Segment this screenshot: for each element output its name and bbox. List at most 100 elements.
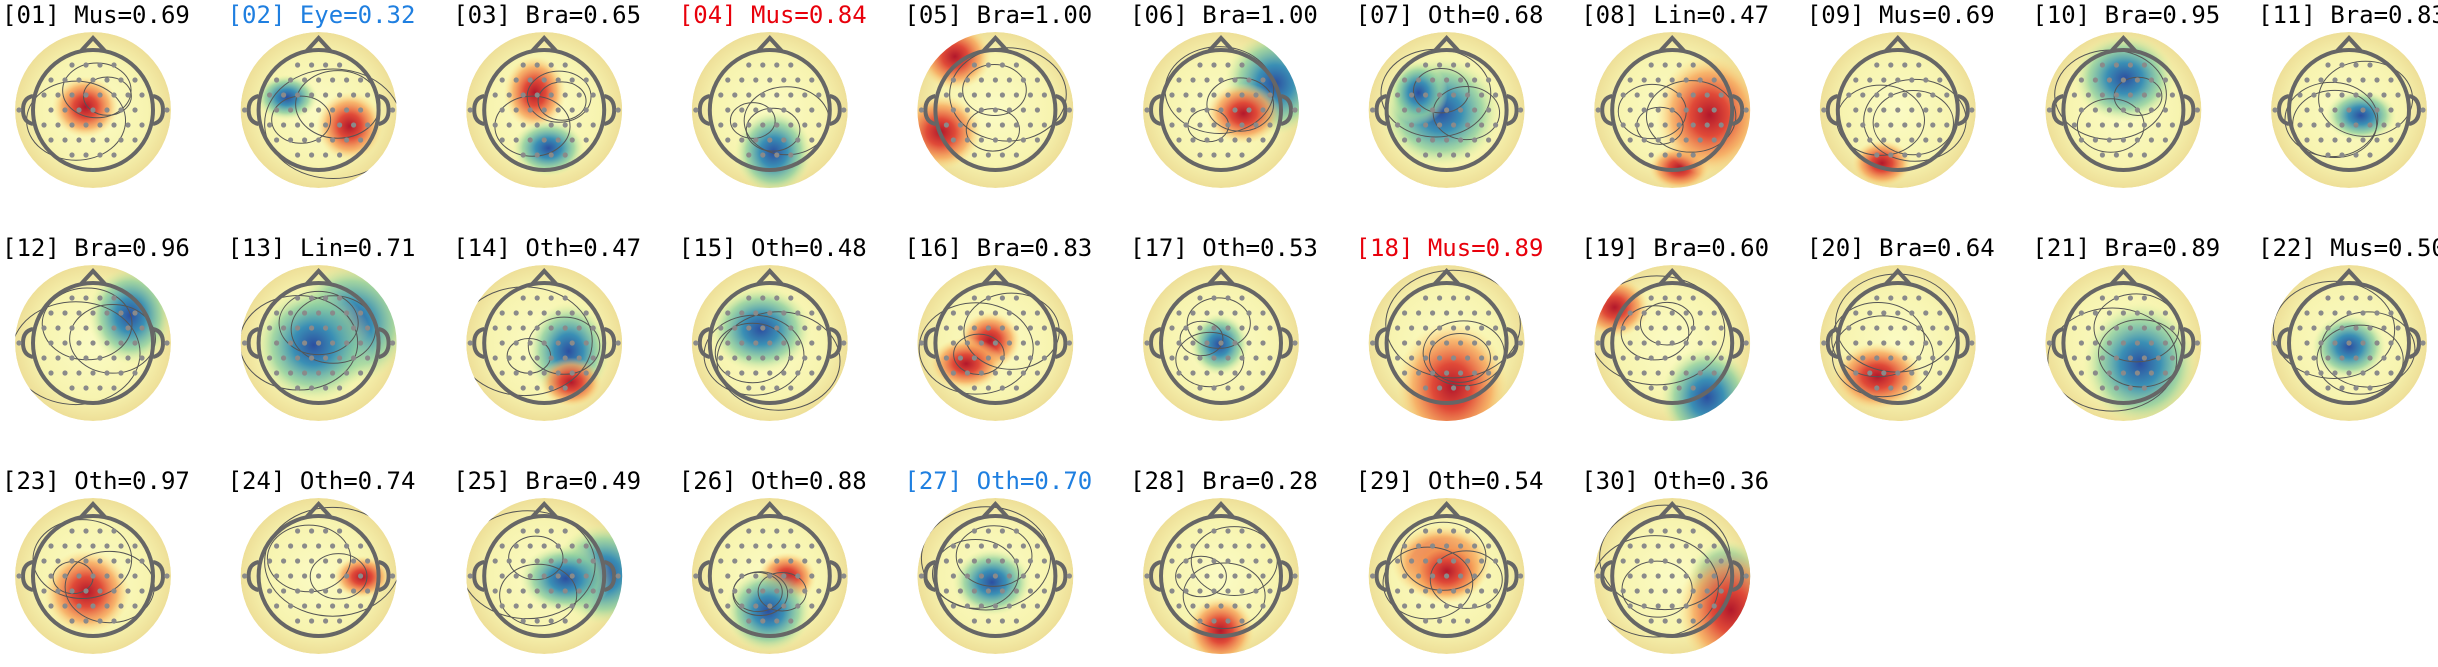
electrode [1676, 588, 1682, 594]
electrode [1239, 385, 1245, 391]
electrode [2099, 385, 2105, 391]
electrode [62, 573, 68, 579]
electrode [55, 558, 61, 564]
electrode [2381, 122, 2387, 128]
contour [920, 506, 1051, 611]
contour [537, 81, 587, 121]
electrode [520, 588, 526, 594]
electrode [242, 340, 248, 346]
contour [278, 290, 359, 356]
electrode [1034, 573, 1040, 579]
ear-right [1731, 94, 1745, 126]
electrode [1260, 77, 1266, 83]
electrode [467, 340, 473, 346]
electrode [746, 355, 752, 361]
electrode [767, 77, 773, 83]
electrode [69, 618, 75, 624]
electrode [323, 62, 329, 68]
electrode [1458, 573, 1464, 579]
electrode [1874, 385, 1880, 391]
electrode [1472, 310, 1478, 316]
map-blob [51, 76, 120, 138]
electrode [992, 603, 999, 609]
electrode [964, 137, 971, 143]
electrode [2078, 340, 2084, 346]
electrode [83, 558, 89, 564]
electrode [1676, 385, 1682, 391]
electrode [1620, 122, 1626, 128]
electrode [1493, 92, 1499, 98]
electrode [1902, 385, 1908, 391]
electrode [2325, 122, 2331, 128]
contour [918, 302, 1034, 395]
electrode [1846, 122, 1852, 128]
ear-left [1374, 94, 1388, 126]
electrode [957, 355, 964, 361]
electrode [513, 573, 519, 579]
electrode [1402, 137, 1408, 143]
contour [264, 68, 397, 180]
electrode [2318, 137, 2324, 143]
electrode [132, 370, 138, 376]
head-outline [2061, 48, 2186, 172]
electrode [302, 310, 308, 316]
electrode [1370, 573, 1376, 579]
electrode [732, 122, 738, 128]
ear-left [697, 560, 711, 592]
electrode [1013, 385, 1020, 391]
electrode [1225, 528, 1231, 534]
electrode [1169, 558, 1175, 564]
electrode [1895, 137, 1901, 143]
electrode [562, 325, 568, 331]
electrode [2120, 107, 2126, 113]
electrode [957, 92, 964, 98]
electrode [1225, 558, 1231, 564]
electrode [2374, 77, 2380, 83]
electrode [739, 573, 745, 579]
electrode [781, 340, 787, 346]
electrode [1923, 310, 1929, 316]
electrode [323, 295, 329, 301]
electrode [2339, 355, 2345, 361]
ear-right [1506, 327, 1519, 359]
electrode [964, 573, 971, 579]
electrode [562, 558, 568, 564]
electrode [1669, 603, 1675, 609]
electrode [1416, 370, 1422, 376]
electrode [1197, 588, 1203, 594]
electrode [1895, 107, 1901, 113]
electrode [288, 370, 294, 376]
electrode [971, 355, 978, 361]
electrode [1937, 310, 1943, 316]
electrode [1451, 558, 1457, 564]
electrode [83, 588, 89, 594]
electrode [1853, 310, 1859, 316]
electrode [344, 137, 350, 143]
electrode [1197, 62, 1203, 68]
electrode [351, 355, 357, 361]
nose [1433, 35, 1461, 53]
ear-left [246, 327, 260, 359]
electrode [760, 528, 766, 534]
electrode [774, 528, 780, 534]
electrode [2367, 62, 2373, 68]
electrode [739, 137, 745, 143]
electrode [1253, 558, 1259, 564]
contour [714, 322, 791, 384]
electrode [943, 92, 950, 98]
electrode [1423, 295, 1429, 301]
electrode [267, 355, 273, 361]
ear-right [152, 560, 166, 592]
electrode [1041, 92, 1047, 98]
electrode [527, 77, 533, 83]
contour [15, 301, 141, 406]
electrode [1595, 340, 1601, 346]
nose [1433, 501, 1461, 519]
electrode [1144, 107, 1150, 113]
electrode [1246, 137, 1252, 143]
electrode [1190, 573, 1196, 579]
electrode [1648, 62, 1654, 68]
electrode [1465, 558, 1471, 564]
nose [1658, 501, 1686, 519]
electrode [309, 295, 315, 301]
